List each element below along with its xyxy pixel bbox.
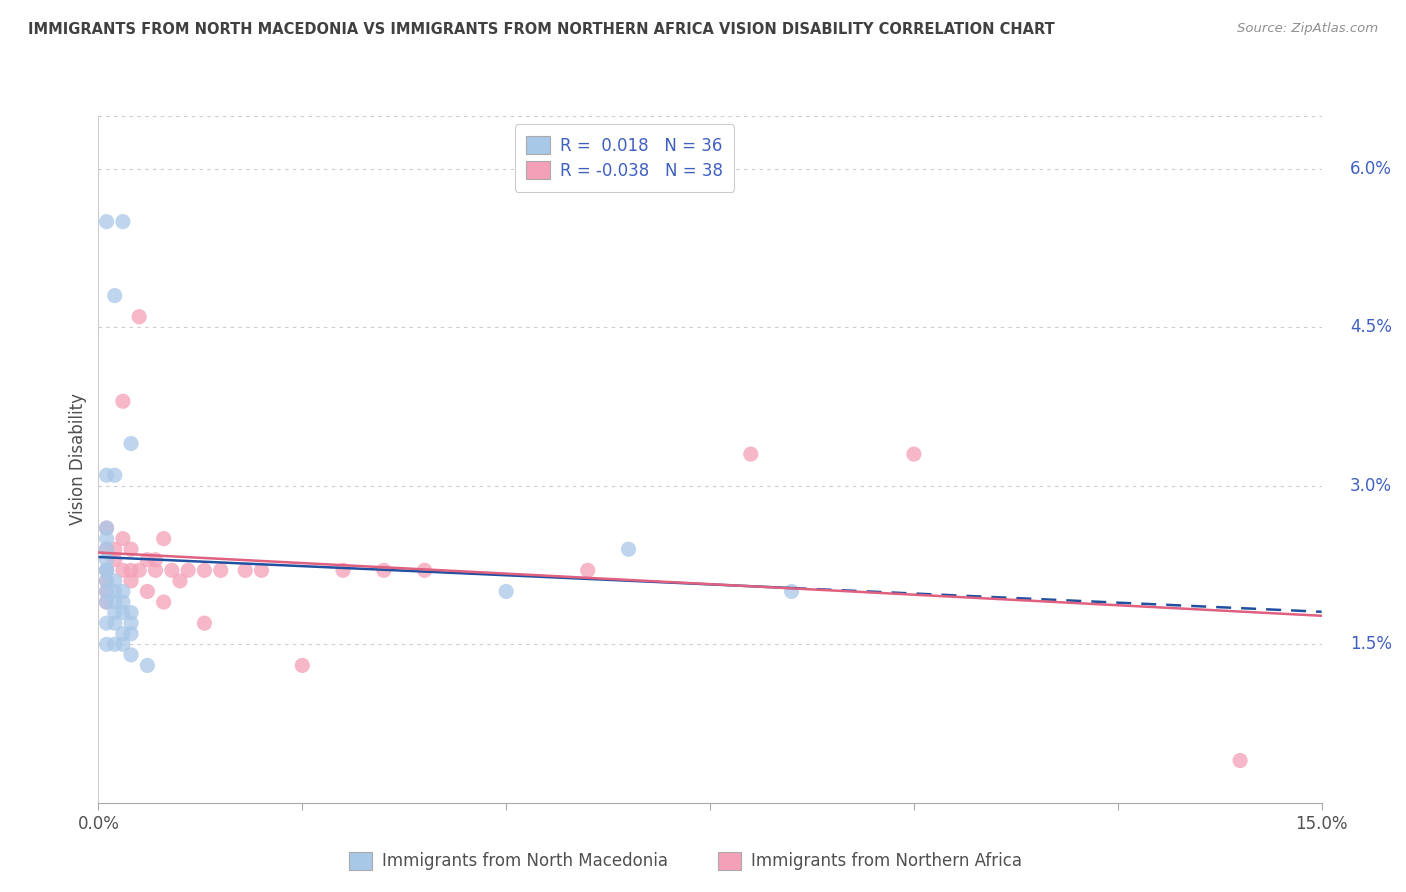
Point bbox=[104, 637, 127, 651]
Point bbox=[104, 553, 127, 567]
Point bbox=[128, 563, 150, 577]
Point bbox=[120, 648, 142, 662]
Point bbox=[136, 584, 159, 599]
Point bbox=[111, 595, 134, 609]
Point bbox=[332, 563, 354, 577]
Point bbox=[96, 563, 118, 577]
Point bbox=[373, 563, 395, 577]
Point bbox=[96, 563, 118, 577]
Text: Source: ZipAtlas.com: Source: ZipAtlas.com bbox=[1237, 22, 1378, 36]
Point bbox=[111, 394, 134, 409]
Point bbox=[104, 542, 127, 557]
Text: 1.5%: 1.5% bbox=[1350, 635, 1392, 653]
Point bbox=[136, 553, 159, 567]
Point bbox=[96, 542, 118, 557]
Point bbox=[96, 595, 118, 609]
Point bbox=[128, 310, 150, 324]
Point bbox=[413, 563, 436, 577]
Point bbox=[104, 288, 127, 302]
Point bbox=[111, 584, 134, 599]
Point bbox=[152, 595, 174, 609]
Point bbox=[111, 637, 134, 651]
Point bbox=[111, 626, 134, 640]
Point bbox=[291, 658, 314, 673]
Point bbox=[96, 584, 118, 599]
Point bbox=[96, 553, 118, 567]
Point bbox=[96, 542, 118, 557]
Point bbox=[740, 447, 762, 461]
Text: 4.5%: 4.5% bbox=[1350, 318, 1392, 336]
Point bbox=[120, 616, 142, 631]
Point bbox=[495, 584, 517, 599]
Text: 3.0%: 3.0% bbox=[1350, 477, 1392, 495]
Point bbox=[193, 616, 215, 631]
Point bbox=[120, 436, 142, 450]
Point bbox=[96, 532, 118, 546]
Point bbox=[152, 532, 174, 546]
Point bbox=[104, 468, 127, 483]
Point bbox=[120, 574, 142, 588]
Point bbox=[96, 214, 118, 228]
Point bbox=[136, 658, 159, 673]
Point bbox=[120, 542, 142, 557]
Point bbox=[104, 584, 127, 599]
Point bbox=[104, 616, 127, 631]
Point bbox=[177, 563, 200, 577]
Point bbox=[96, 521, 118, 535]
Point bbox=[209, 563, 232, 577]
Point bbox=[145, 563, 167, 577]
Point bbox=[111, 606, 134, 620]
Point bbox=[104, 574, 127, 588]
Point bbox=[96, 595, 118, 609]
Point bbox=[250, 563, 273, 577]
Point bbox=[120, 563, 142, 577]
Point bbox=[576, 563, 599, 577]
Point bbox=[96, 521, 118, 535]
Y-axis label: Vision Disability: Vision Disability bbox=[69, 393, 87, 525]
Point bbox=[193, 563, 215, 577]
Point bbox=[111, 563, 134, 577]
Text: IMMIGRANTS FROM NORTH MACEDONIA VS IMMIGRANTS FROM NORTHERN AFRICA VISION DISABI: IMMIGRANTS FROM NORTH MACEDONIA VS IMMIG… bbox=[28, 22, 1054, 37]
Point bbox=[120, 626, 142, 640]
Point bbox=[104, 595, 127, 609]
Point bbox=[96, 468, 118, 483]
Point bbox=[96, 637, 118, 651]
Point bbox=[903, 447, 925, 461]
Text: 6.0%: 6.0% bbox=[1350, 160, 1392, 178]
Point bbox=[111, 214, 134, 228]
Legend: Immigrants from North Macedonia, Immigrants from Northern Africa: Immigrants from North Macedonia, Immigra… bbox=[342, 845, 1029, 877]
Point bbox=[104, 606, 127, 620]
Point bbox=[233, 563, 256, 577]
Point bbox=[96, 574, 118, 588]
Point bbox=[96, 584, 118, 599]
Point bbox=[111, 532, 134, 546]
Point bbox=[96, 574, 118, 588]
Point bbox=[96, 563, 118, 577]
Point bbox=[145, 553, 167, 567]
Point bbox=[160, 563, 183, 577]
Point bbox=[120, 606, 142, 620]
Point bbox=[1229, 754, 1251, 768]
Point bbox=[96, 616, 118, 631]
Point bbox=[617, 542, 640, 557]
Point bbox=[780, 584, 803, 599]
Point bbox=[169, 574, 191, 588]
